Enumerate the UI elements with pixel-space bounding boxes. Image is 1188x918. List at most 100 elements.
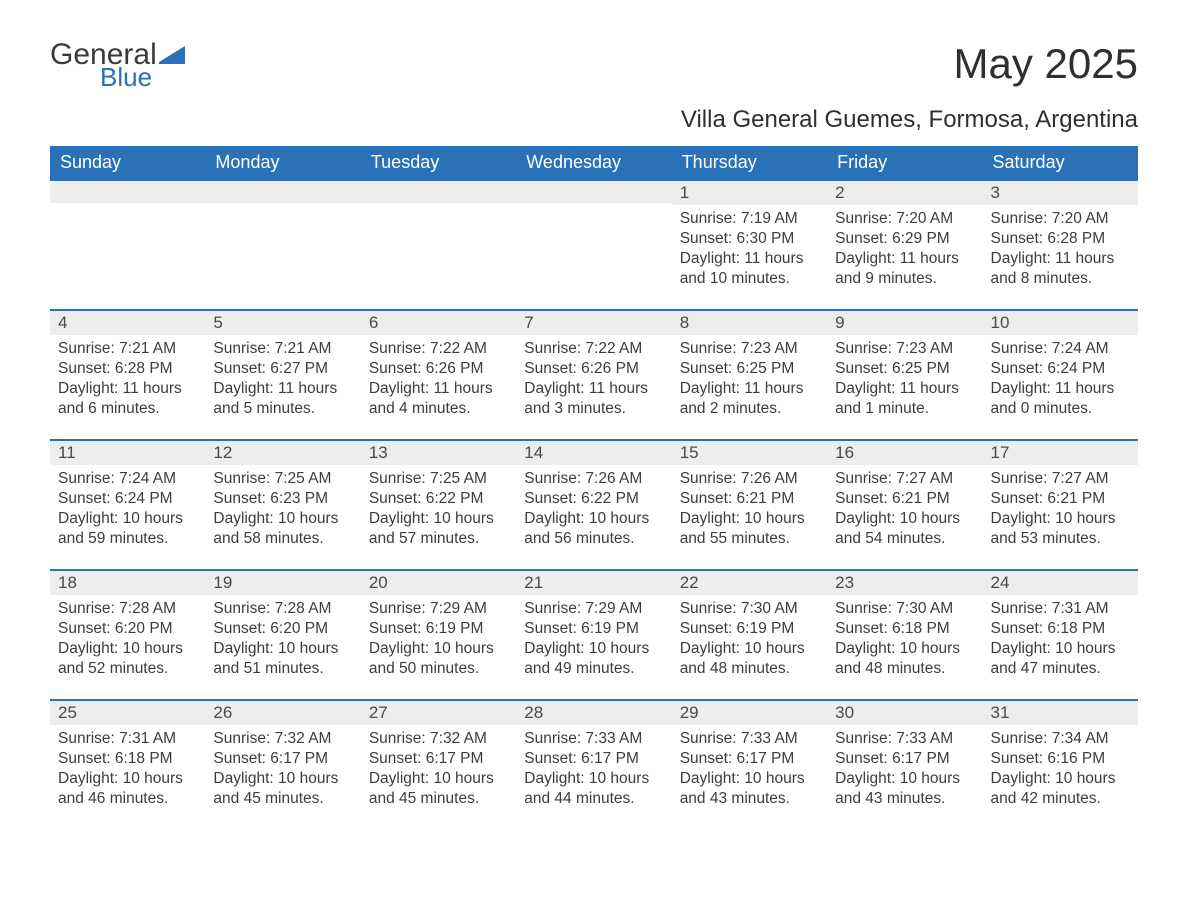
day-data: Sunrise: 7:26 AMSunset: 6:22 PMDaylight:… — [516, 465, 671, 560]
weekday-header: Wednesday — [516, 146, 671, 179]
day-number: 9 — [827, 309, 982, 335]
day-data: Sunrise: 7:31 AMSunset: 6:18 PMDaylight:… — [983, 595, 1138, 690]
sunset-line: Sunset: 6:28 PM — [58, 359, 197, 379]
day-number: 12 — [205, 439, 360, 465]
calendar-cell — [516, 179, 671, 309]
daylight-line: Daylight: 11 hours and 5 minutes. — [213, 379, 352, 419]
daylight-line: Daylight: 11 hours and 0 minutes. — [991, 379, 1130, 419]
day-data: Sunrise: 7:27 AMSunset: 6:21 PMDaylight:… — [827, 465, 982, 560]
calendar-cell: 6Sunrise: 7:22 AMSunset: 6:26 PMDaylight… — [361, 309, 516, 439]
sunrise-line: Sunrise: 7:31 AM — [991, 599, 1130, 619]
day-number: 6 — [361, 309, 516, 335]
day-data: Sunrise: 7:32 AMSunset: 6:17 PMDaylight:… — [205, 725, 360, 820]
sunrise-line: Sunrise: 7:26 AM — [680, 469, 819, 489]
sunset-line: Sunset: 6:19 PM — [680, 619, 819, 639]
daylight-line: Daylight: 10 hours and 50 minutes. — [369, 639, 508, 679]
daylight-line: Daylight: 10 hours and 52 minutes. — [58, 639, 197, 679]
sunrise-line: Sunrise: 7:21 AM — [58, 339, 197, 359]
day-data: Sunrise: 7:28 AMSunset: 6:20 PMDaylight:… — [205, 595, 360, 690]
day-number: 3 — [983, 179, 1138, 205]
calendar-cell: 22Sunrise: 7:30 AMSunset: 6:19 PMDayligh… — [672, 569, 827, 699]
daylight-line: Daylight: 10 hours and 53 minutes. — [991, 509, 1130, 549]
sunset-line: Sunset: 6:24 PM — [58, 489, 197, 509]
sunset-line: Sunset: 6:25 PM — [680, 359, 819, 379]
logo: General Blue — [50, 40, 185, 90]
day-number: 31 — [983, 699, 1138, 725]
daylight-line: Daylight: 10 hours and 43 minutes. — [835, 769, 974, 809]
day-number: 19 — [205, 569, 360, 595]
daylight-line: Daylight: 10 hours and 57 minutes. — [369, 509, 508, 549]
sunrise-line: Sunrise: 7:33 AM — [835, 729, 974, 749]
daylight-line: Daylight: 10 hours and 46 minutes. — [58, 769, 197, 809]
day-data: Sunrise: 7:28 AMSunset: 6:20 PMDaylight:… — [50, 595, 205, 690]
sunrise-line: Sunrise: 7:32 AM — [213, 729, 352, 749]
day-data: Sunrise: 7:29 AMSunset: 6:19 PMDaylight:… — [516, 595, 671, 690]
daylight-line: Daylight: 10 hours and 51 minutes. — [213, 639, 352, 679]
daylight-line: Daylight: 10 hours and 48 minutes. — [680, 639, 819, 679]
sunset-line: Sunset: 6:24 PM — [991, 359, 1130, 379]
calendar-cell: 10Sunrise: 7:24 AMSunset: 6:24 PMDayligh… — [983, 309, 1138, 439]
sunset-line: Sunset: 6:17 PM — [835, 749, 974, 769]
daylight-line: Daylight: 10 hours and 58 minutes. — [213, 509, 352, 549]
day-data: Sunrise: 7:25 AMSunset: 6:22 PMDaylight:… — [361, 465, 516, 560]
day-number: 26 — [205, 699, 360, 725]
sunset-line: Sunset: 6:23 PM — [213, 489, 352, 509]
day-data: Sunrise: 7:19 AMSunset: 6:30 PMDaylight:… — [672, 205, 827, 300]
sunset-line: Sunset: 6:22 PM — [524, 489, 663, 509]
sunset-line: Sunset: 6:26 PM — [369, 359, 508, 379]
day-data: Sunrise: 7:33 AMSunset: 6:17 PMDaylight:… — [672, 725, 827, 820]
daylight-line: Daylight: 11 hours and 3 minutes. — [524, 379, 663, 419]
day-data: Sunrise: 7:24 AMSunset: 6:24 PMDaylight:… — [50, 465, 205, 560]
sunset-line: Sunset: 6:25 PM — [835, 359, 974, 379]
calendar-cell: 30Sunrise: 7:33 AMSunset: 6:17 PMDayligh… — [827, 699, 982, 829]
day-data: Sunrise: 7:21 AMSunset: 6:27 PMDaylight:… — [205, 335, 360, 430]
day-number: 27 — [361, 699, 516, 725]
sunset-line: Sunset: 6:21 PM — [991, 489, 1130, 509]
day-data: Sunrise: 7:20 AMSunset: 6:28 PMDaylight:… — [983, 205, 1138, 300]
calendar-cell — [50, 179, 205, 309]
daylight-line: Daylight: 10 hours and 56 minutes. — [524, 509, 663, 549]
calendar-cell: 31Sunrise: 7:34 AMSunset: 6:16 PMDayligh… — [983, 699, 1138, 829]
day-data: Sunrise: 7:33 AMSunset: 6:17 PMDaylight:… — [516, 725, 671, 820]
day-number: 21 — [516, 569, 671, 595]
day-number: 5 — [205, 309, 360, 335]
sunset-line: Sunset: 6:20 PM — [213, 619, 352, 639]
sunrise-line: Sunrise: 7:27 AM — [835, 469, 974, 489]
calendar-cell: 24Sunrise: 7:31 AMSunset: 6:18 PMDayligh… — [983, 569, 1138, 699]
calendar-cell: 7Sunrise: 7:22 AMSunset: 6:26 PMDaylight… — [516, 309, 671, 439]
day-data: Sunrise: 7:32 AMSunset: 6:17 PMDaylight:… — [361, 725, 516, 820]
calendar-cell: 29Sunrise: 7:33 AMSunset: 6:17 PMDayligh… — [672, 699, 827, 829]
sunset-line: Sunset: 6:16 PM — [991, 749, 1130, 769]
day-number: 25 — [50, 699, 205, 725]
day-number: 18 — [50, 569, 205, 595]
sunset-line: Sunset: 6:18 PM — [835, 619, 974, 639]
sunset-line: Sunset: 6:27 PM — [213, 359, 352, 379]
weekday-header: Saturday — [983, 146, 1138, 179]
logo-flag-icon — [159, 40, 185, 70]
day-data: Sunrise: 7:33 AMSunset: 6:17 PMDaylight:… — [827, 725, 982, 820]
calendar-row: 1Sunrise: 7:19 AMSunset: 6:30 PMDaylight… — [50, 179, 1138, 309]
daylight-line: Daylight: 10 hours and 48 minutes. — [835, 639, 974, 679]
calendar-cell: 18Sunrise: 7:28 AMSunset: 6:20 PMDayligh… — [50, 569, 205, 699]
sunrise-line: Sunrise: 7:24 AM — [58, 469, 197, 489]
day-number: 16 — [827, 439, 982, 465]
day-number: 22 — [672, 569, 827, 595]
day-data: Sunrise: 7:31 AMSunset: 6:18 PMDaylight:… — [50, 725, 205, 820]
daylight-line: Daylight: 11 hours and 4 minutes. — [369, 379, 508, 419]
sunrise-line: Sunrise: 7:23 AM — [680, 339, 819, 359]
day-number: 28 — [516, 699, 671, 725]
sunrise-line: Sunrise: 7:30 AM — [835, 599, 974, 619]
day-number: 13 — [361, 439, 516, 465]
calendar-row: 25Sunrise: 7:31 AMSunset: 6:18 PMDayligh… — [50, 699, 1138, 829]
sunset-line: Sunset: 6:17 PM — [524, 749, 663, 769]
sunrise-line: Sunrise: 7:28 AM — [213, 599, 352, 619]
day-number: 10 — [983, 309, 1138, 335]
calendar-row: 4Sunrise: 7:21 AMSunset: 6:28 PMDaylight… — [50, 309, 1138, 439]
day-data: Sunrise: 7:24 AMSunset: 6:24 PMDaylight:… — [983, 335, 1138, 430]
sunset-line: Sunset: 6:30 PM — [680, 229, 819, 249]
day-data: Sunrise: 7:22 AMSunset: 6:26 PMDaylight:… — [361, 335, 516, 430]
calendar-cell: 13Sunrise: 7:25 AMSunset: 6:22 PMDayligh… — [361, 439, 516, 569]
calendar-row: 11Sunrise: 7:24 AMSunset: 6:24 PMDayligh… — [50, 439, 1138, 569]
day-data: Sunrise: 7:20 AMSunset: 6:29 PMDaylight:… — [827, 205, 982, 300]
day-number: 24 — [983, 569, 1138, 595]
